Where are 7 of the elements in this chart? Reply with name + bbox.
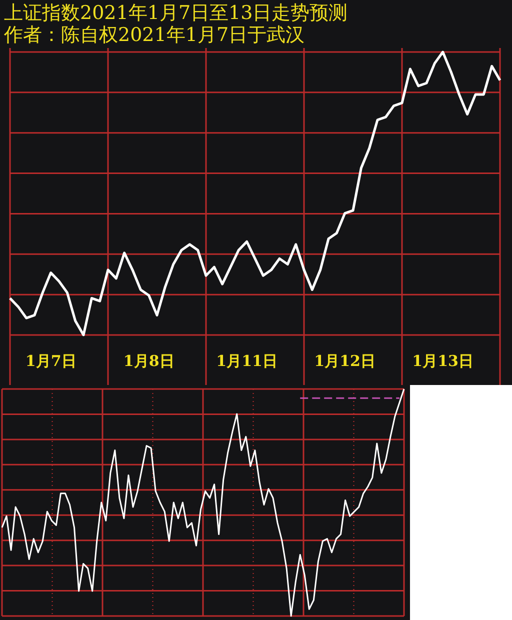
x-tick-label: 1月8日 (123, 352, 174, 370)
x-tick-label: 1月7日 (25, 352, 76, 370)
x-tick-label: 1月12日 (314, 352, 376, 370)
chart-subtitle: 作者：陈自权2021年1月7日于武汉 (4, 24, 306, 46)
x-tick-label: 1月11日 (216, 352, 278, 370)
chart-title: 上证指数2021年1月7日至13日走势预测 (4, 2, 349, 24)
x-tick-label: 1月13日 (412, 352, 474, 370)
